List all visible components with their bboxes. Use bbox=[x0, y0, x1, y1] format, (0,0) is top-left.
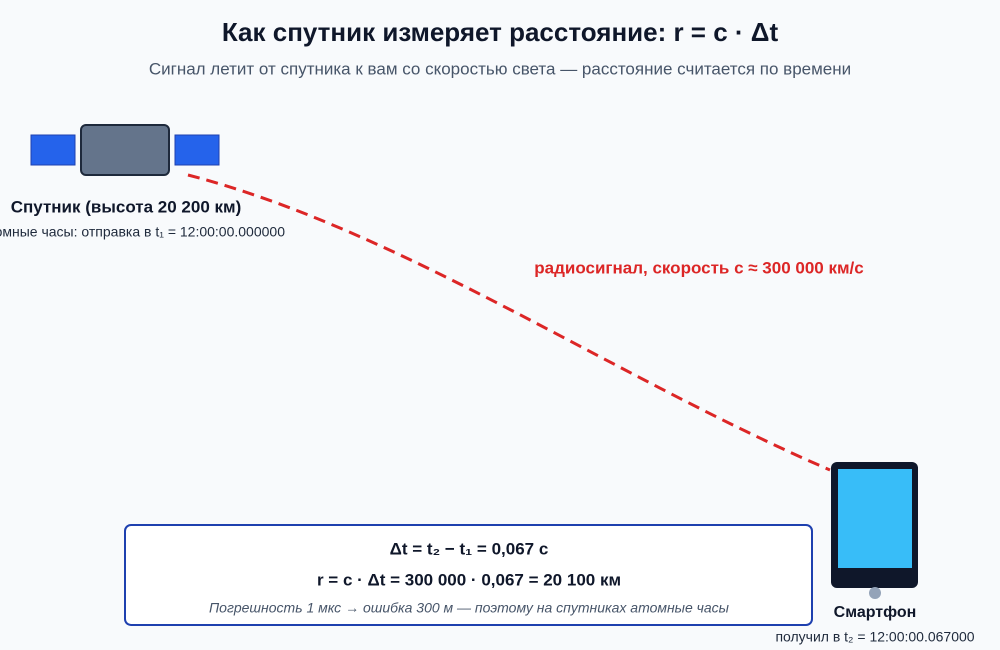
title: Как спутник измеряет расстояние: r = c ·… bbox=[222, 17, 779, 47]
formula-line: Δt = t₂ − t₁ = 0,067 с bbox=[390, 539, 549, 558]
satellite-note: Атомные часы: отправка в t₁ = 12:00:00.0… bbox=[0, 224, 285, 240]
phone-button bbox=[869, 587, 881, 599]
satellite-label: Спутник (высота 20 200 км) bbox=[11, 197, 242, 216]
signal-path bbox=[187, 173, 831, 472]
signal-label: радиосигнал, скорость c ≈ 300 000 км/с bbox=[534, 258, 863, 277]
formula-line: r = c · Δt = 300 000 · 0,067 = 20 100 км bbox=[317, 570, 621, 589]
phone-icon bbox=[831, 462, 918, 599]
formula-box bbox=[124, 524, 813, 626]
phone-note: получил в t₂ = 12:00:00.067000 bbox=[775, 629, 974, 645]
phone-screen bbox=[838, 469, 912, 568]
satellite-body bbox=[80, 124, 170, 176]
solar-panel bbox=[174, 134, 220, 166]
formula-note: Погрешность 1 мкс → ошибка 300 м — поэто… bbox=[209, 600, 730, 616]
phone-label: Смартфон bbox=[834, 604, 917, 621]
solar-panel bbox=[30, 134, 76, 166]
subtitle: Сигнал летит от спутника к вам со скорос… bbox=[149, 59, 851, 78]
satellite-icon bbox=[30, 124, 220, 176]
